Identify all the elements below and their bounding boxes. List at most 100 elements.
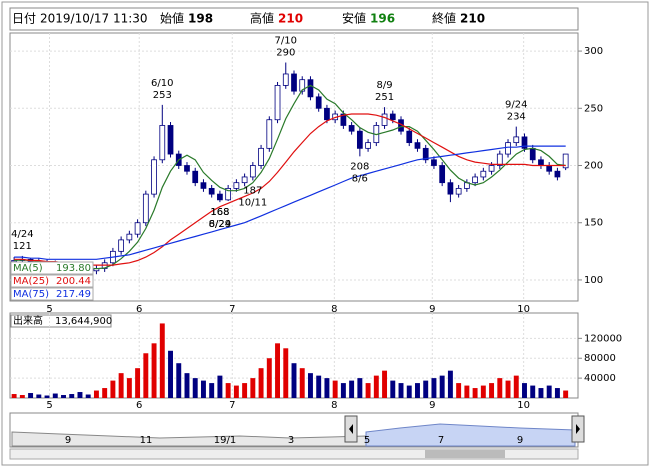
navigator-label: 9 bbox=[65, 435, 71, 446]
volume-bar bbox=[456, 383, 462, 398]
navigator-label: 11 bbox=[140, 435, 153, 446]
y-tick-label: 150 bbox=[584, 218, 603, 229]
y-tick-label: 80000 bbox=[584, 353, 616, 364]
volume-bar bbox=[200, 380, 206, 398]
candle-body bbox=[422, 147, 429, 161]
volume-bar bbox=[258, 368, 264, 398]
scrollbar[interactable] bbox=[9, 448, 579, 460]
close: 210 bbox=[460, 12, 485, 26]
candle-body bbox=[356, 130, 363, 149]
annotation-value: 290 bbox=[276, 48, 295, 59]
volume-bar bbox=[390, 380, 396, 398]
volume-bar bbox=[464, 385, 470, 398]
candle-body bbox=[126, 233, 133, 241]
volume-bar bbox=[316, 375, 322, 398]
volume-bar bbox=[340, 383, 346, 398]
close-label: 終値 bbox=[432, 11, 456, 26]
annotation-value: 168 bbox=[210, 207, 229, 218]
y-tick-label: 200 bbox=[584, 161, 603, 172]
volume-legend bbox=[10, 314, 112, 328]
legend-value: 193.80 bbox=[56, 263, 91, 274]
legend-name: MA(25) bbox=[13, 276, 49, 287]
volume-bar bbox=[299, 368, 305, 398]
navigator-window bbox=[365, 423, 576, 447]
volume-bar bbox=[365, 383, 371, 398]
candle-body bbox=[134, 222, 141, 235]
x-tick-label: 10 bbox=[517, 400, 530, 411]
x-tick-label: 7 bbox=[229, 400, 235, 411]
low: 196 bbox=[370, 12, 395, 26]
candle-body bbox=[200, 182, 207, 189]
candle-body bbox=[274, 85, 281, 121]
volume-bar bbox=[176, 363, 182, 398]
x-tick-label: 5 bbox=[46, 400, 52, 411]
candle-body bbox=[299, 79, 306, 92]
candle-body bbox=[142, 193, 149, 224]
volume-bar bbox=[324, 378, 330, 398]
volume-bar bbox=[233, 385, 239, 398]
date-label: 日付 bbox=[12, 12, 36, 26]
annotation-value: 121 bbox=[13, 241, 32, 252]
volume-bar bbox=[11, 394, 17, 398]
volume-bar bbox=[168, 350, 173, 398]
candle-body bbox=[167, 125, 174, 155]
legend-name: MA(75) bbox=[13, 289, 49, 300]
volume-bar bbox=[19, 395, 25, 398]
volume-bar bbox=[530, 385, 536, 398]
low-label: 安値 bbox=[342, 11, 366, 26]
ma-line bbox=[14, 145, 566, 260]
legend-value: 200.44 bbox=[56, 276, 91, 287]
annotation-value: 208 bbox=[350, 161, 369, 172]
annotation-value: 253 bbox=[153, 90, 172, 101]
volume-bar bbox=[513, 375, 519, 398]
candle-body bbox=[447, 182, 454, 195]
volume-bar bbox=[28, 393, 34, 398]
volume-bar bbox=[538, 388, 544, 398]
annotation-date: 10/11 bbox=[238, 197, 267, 208]
volume-bar bbox=[554, 388, 560, 398]
volume-bar bbox=[382, 370, 388, 398]
annotation-date: 8/6 bbox=[352, 173, 368, 184]
volume-current: 13,644,900 bbox=[55, 316, 112, 327]
candle-body bbox=[348, 125, 355, 132]
annotation-value: 251 bbox=[375, 92, 394, 103]
volume-bar bbox=[283, 348, 289, 398]
candle-body bbox=[118, 239, 124, 252]
x-tick-label: 6 bbox=[136, 304, 142, 315]
candle-body bbox=[184, 165, 190, 172]
legend-value: 217.49 bbox=[56, 289, 91, 300]
candle-body bbox=[496, 153, 503, 166]
volume-bar bbox=[489, 383, 495, 398]
volume-bar bbox=[431, 378, 437, 398]
slider-left-arrow bbox=[349, 424, 353, 434]
x-tick-label: 7 bbox=[229, 304, 235, 315]
y-tick-label: 120000 bbox=[584, 333, 622, 344]
candle-body bbox=[233, 182, 240, 189]
slider-right-arrow bbox=[576, 424, 580, 434]
volume-bar bbox=[225, 383, 231, 398]
volume-bar bbox=[36, 394, 42, 398]
candle-body bbox=[249, 165, 256, 178]
candle-body bbox=[315, 96, 322, 109]
ma-line bbox=[14, 84, 566, 270]
volume-bar bbox=[398, 383, 404, 398]
date: 2019/10/17 11:30 bbox=[40, 12, 148, 26]
candle-body bbox=[488, 165, 495, 172]
volume-bar bbox=[110, 380, 116, 398]
navigator-label: 7 bbox=[438, 435, 444, 446]
candle-body bbox=[365, 142, 371, 149]
volume-bar bbox=[480, 385, 486, 398]
volume-bar bbox=[143, 353, 149, 398]
candle-body bbox=[241, 176, 248, 184]
candle-body bbox=[554, 170, 561, 178]
y-tick-label: 250 bbox=[584, 103, 603, 114]
volume-bar bbox=[102, 388, 108, 398]
legend-box bbox=[10, 261, 94, 275]
volume-bar bbox=[93, 390, 99, 398]
volume-bar bbox=[242, 383, 248, 398]
x-tick-label: 5 bbox=[46, 304, 52, 315]
scroll-thumb[interactable] bbox=[425, 450, 505, 458]
candle-body bbox=[282, 73, 289, 86]
candle-body bbox=[291, 73, 297, 92]
annotation-value: 168 bbox=[210, 207, 229, 218]
